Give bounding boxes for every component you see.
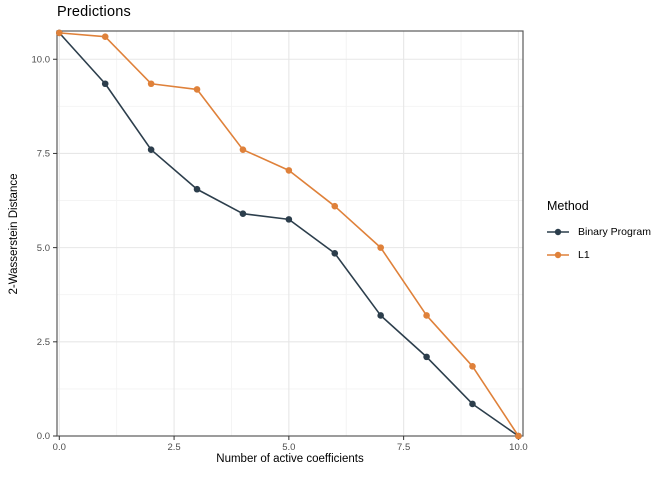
data-point <box>423 312 430 319</box>
x-tick-label: 7.5 <box>397 442 410 453</box>
x-tick-label: 0.0 <box>53 442 66 453</box>
data-point <box>331 202 339 210</box>
legend: Method Binary Program L1 <box>547 199 667 266</box>
data-point <box>147 80 155 88</box>
y-tick-label: 0.0 <box>37 431 50 442</box>
legend-title: Method <box>547 199 589 213</box>
y-tick-label: 5.0 <box>37 243 50 254</box>
data-point <box>193 185 201 193</box>
data-point <box>101 33 109 40</box>
data-point <box>147 146 155 153</box>
x-axis-title: Number of active coefficients <box>216 453 364 465</box>
legend-entry: L1 <box>547 243 667 266</box>
data-point <box>377 244 384 251</box>
data-point <box>285 167 293 174</box>
data-point <box>55 29 63 37</box>
x-tick-label: 2.5 <box>167 442 180 453</box>
legend-label: Binary Program <box>578 225 651 238</box>
y-axis-title: 2-Wasserstein Distance <box>8 173 20 295</box>
data-point <box>423 353 430 361</box>
data-point <box>239 146 247 153</box>
legend-label: L1 <box>578 248 590 261</box>
x-tick-label: 10.0 <box>509 442 528 453</box>
data-point <box>331 249 339 257</box>
data-point <box>469 400 476 408</box>
x-tick-label: 5.0 <box>282 442 295 453</box>
chart-title: Predictions <box>57 4 131 20</box>
legend-key-icon <box>547 251 569 258</box>
data-point <box>193 86 201 93</box>
data-point <box>285 216 293 223</box>
legend-key-icon <box>547 228 569 235</box>
data-point <box>377 312 384 319</box>
data-point <box>239 210 247 218</box>
panel-border <box>56 30 524 437</box>
y-tick-label: 2.5 <box>37 337 50 348</box>
y-tick-label: 7.5 <box>37 149 50 160</box>
data-point <box>515 432 522 440</box>
legend-entry: Binary Program <box>547 220 667 243</box>
y-tick-label: 10.0 <box>32 54 51 65</box>
data-point <box>101 80 109 88</box>
data-point <box>469 363 476 370</box>
legend-entries: Binary Program L1 <box>547 220 667 266</box>
